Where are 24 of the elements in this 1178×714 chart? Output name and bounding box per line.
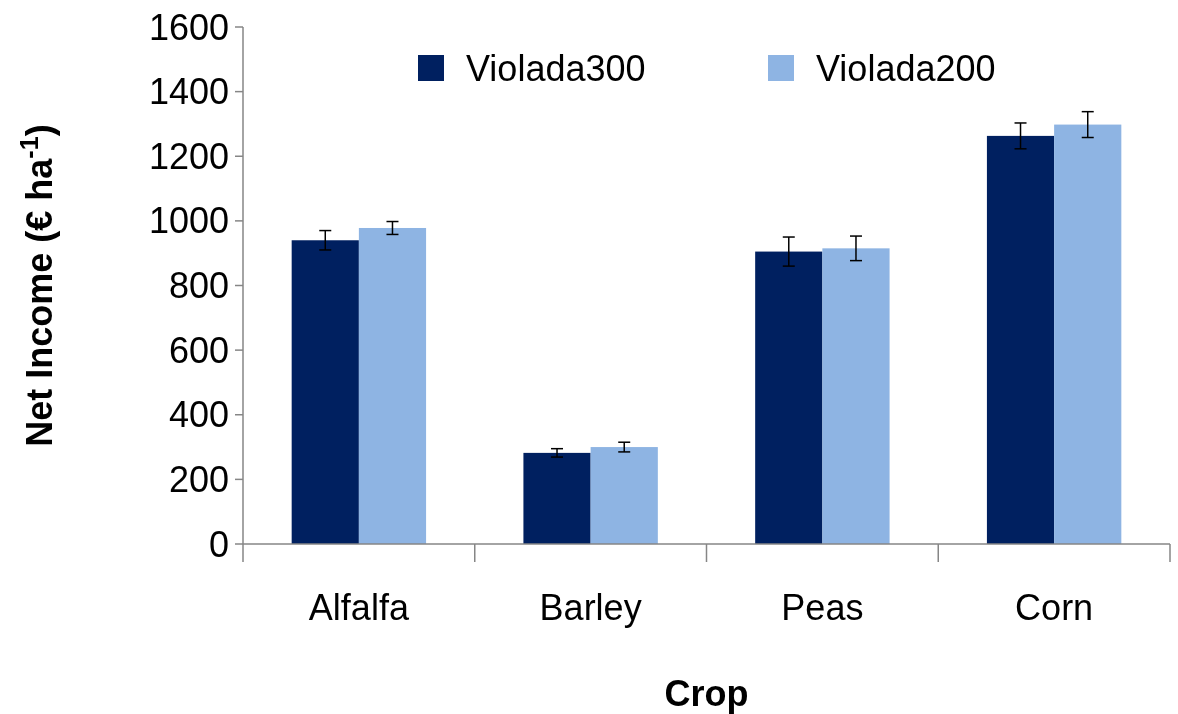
x-tick-label: Barley [539,587,642,628]
bar [822,248,890,544]
y-tick-label: 1600 [148,6,229,48]
legend-label: Violada200 [816,47,996,89]
y-tick-label: 800 [168,265,229,306]
bar [986,135,1055,544]
bar [291,240,359,544]
y-tick-label: 1400 [148,71,229,113]
y-tick-label: 600 [168,329,229,371]
y-tick-label: 200 [168,458,229,500]
x-tick-label: Corn [1015,587,1094,628]
legend-label: Violada300 [466,47,646,89]
x-tick-label: Peas [781,587,864,628]
bar [523,452,591,544]
x-tick-label: Alfalfa [308,587,410,628]
y-tick-label: 1000 [148,200,229,242]
y-tick-label: 400 [168,394,229,436]
y-tick-label: 1200 [148,135,229,177]
bar [590,447,658,544]
bar [358,227,427,544]
bar [755,251,823,544]
y-tick-label: 0 [208,523,229,565]
bar [1054,124,1122,544]
x-axis-title: Crop [664,673,749,714]
